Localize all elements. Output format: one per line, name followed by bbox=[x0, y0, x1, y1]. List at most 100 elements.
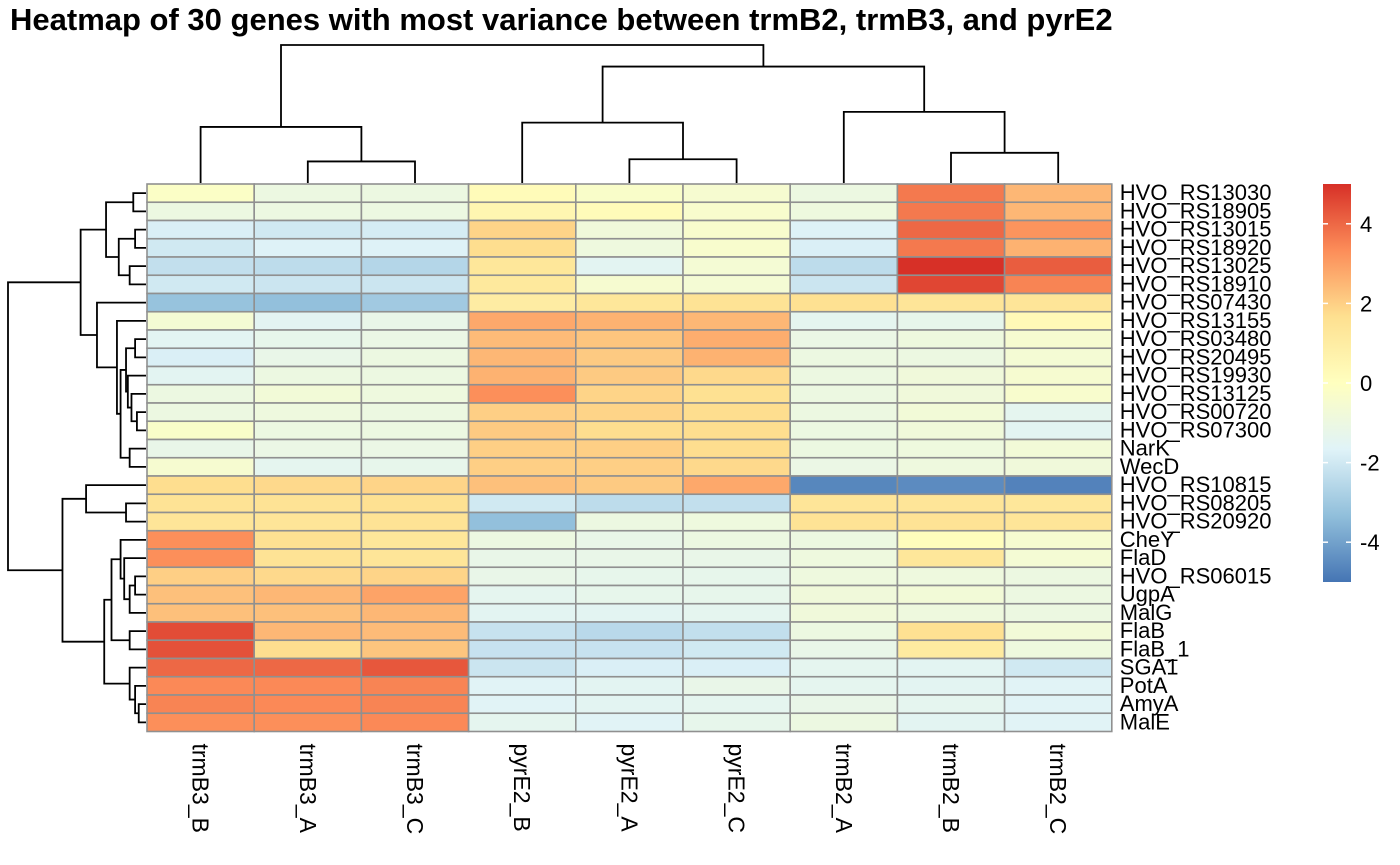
heatmap-cell bbox=[1003, 347, 1113, 368]
heatmap-cell bbox=[360, 602, 470, 623]
row-label: HVO_RS03480 bbox=[1120, 326, 1272, 351]
heatmap-cell bbox=[360, 493, 470, 514]
heatmap-cell bbox=[360, 548, 470, 569]
heatmap-cell bbox=[1003, 511, 1113, 532]
heatmap-cell bbox=[682, 256, 791, 277]
heatmap-cell bbox=[574, 493, 684, 514]
heatmap-cell bbox=[360, 219, 470, 240]
heatmap-cell bbox=[682, 310, 791, 331]
heatmap-cell bbox=[146, 694, 255, 715]
heatmap-cell bbox=[1003, 493, 1113, 514]
heatmap-cell bbox=[1003, 237, 1113, 258]
heatmap-cell bbox=[896, 602, 1006, 623]
heatmap-cell bbox=[467, 621, 577, 642]
heatmap-cell bbox=[682, 219, 791, 240]
heatmap-cell bbox=[253, 201, 363, 222]
heatmap-cell bbox=[574, 657, 684, 678]
heatmap-cell bbox=[574, 310, 684, 331]
row-label: MalE bbox=[1120, 709, 1170, 734]
heatmap-cell bbox=[253, 347, 363, 368]
heatmap-cell bbox=[253, 183, 363, 204]
heatmap-cell bbox=[682, 712, 791, 733]
heatmap-cell bbox=[146, 657, 255, 678]
row-label: UgpA bbox=[1120, 582, 1175, 607]
row-label: HVO_RS18920 bbox=[1120, 235, 1272, 260]
heatmap-cell bbox=[896, 694, 1006, 715]
dendrogram-branch bbox=[137, 703, 146, 724]
heatmap-cell bbox=[360, 420, 470, 441]
row-label: HVO_RS20920 bbox=[1120, 509, 1272, 534]
heatmap-cell bbox=[682, 456, 791, 477]
dendrogram-branch bbox=[123, 557, 146, 601]
heatmap-cell bbox=[574, 584, 684, 605]
dendrogram-branch bbox=[134, 228, 146, 249]
heatmap-cell bbox=[360, 566, 470, 587]
heatmap-cell bbox=[682, 237, 791, 258]
heatmap-cell bbox=[146, 256, 255, 277]
heatmap-cell bbox=[574, 365, 684, 386]
heatmap-cell bbox=[146, 237, 255, 258]
heatmap-cell bbox=[789, 183, 899, 204]
heatmap-cell bbox=[574, 602, 684, 623]
dendrogram-branch bbox=[130, 392, 146, 423]
heatmap-cell bbox=[146, 621, 255, 642]
heatmap-cell bbox=[253, 256, 363, 277]
heatmap-cell bbox=[1003, 639, 1113, 660]
row-label: PotA bbox=[1120, 673, 1168, 698]
heatmap-cell bbox=[360, 639, 470, 660]
heatmap-cell bbox=[1003, 365, 1113, 386]
heatmap-cell bbox=[682, 548, 791, 569]
heatmap-cell bbox=[360, 456, 470, 477]
heatmap-cell bbox=[146, 420, 255, 441]
heatmap-cell bbox=[253, 274, 363, 295]
row-label: HVO_RS13025 bbox=[1120, 253, 1272, 278]
heatmap-cell bbox=[467, 712, 577, 733]
heatmap-cell bbox=[789, 365, 899, 386]
heatmap-cell bbox=[896, 219, 1006, 240]
heatmap-cell bbox=[896, 475, 1006, 496]
dendrogram-branch bbox=[128, 447, 146, 468]
heatmap-cell bbox=[896, 675, 1006, 696]
heatmap-cell bbox=[1003, 621, 1113, 642]
heatmap-cell bbox=[467, 694, 577, 715]
heatmap-cell bbox=[253, 675, 363, 696]
dendrogram-branch bbox=[842, 110, 1006, 183]
column-label: pyrE2_B bbox=[509, 744, 535, 832]
heatmap-cell bbox=[789, 621, 899, 642]
row-label: WecD bbox=[1120, 454, 1180, 479]
heatmap-cell bbox=[574, 420, 684, 441]
heatmap-cell bbox=[1003, 219, 1113, 240]
heatmap-cell bbox=[146, 493, 255, 514]
heatmap-cell bbox=[682, 383, 791, 404]
row-label: HVO_RS13125 bbox=[1120, 381, 1272, 406]
heatmap-cell bbox=[789, 566, 899, 587]
heatmap-cell bbox=[360, 438, 470, 459]
heatmap-cell bbox=[1003, 256, 1113, 277]
heatmap-cell bbox=[682, 183, 791, 204]
heatmap-cell bbox=[1003, 548, 1113, 569]
heatmap-cell bbox=[574, 712, 684, 733]
heatmap-cell bbox=[360, 329, 470, 350]
heatmap-cell bbox=[360, 365, 470, 386]
heatmap-cell bbox=[146, 475, 255, 496]
heatmap-cell bbox=[574, 548, 684, 569]
heatmap-cell bbox=[789, 256, 899, 277]
heatmap-cell bbox=[253, 456, 363, 477]
heatmap-cell bbox=[574, 292, 684, 313]
dendrogram-branch bbox=[950, 151, 1060, 183]
heatmap-cell bbox=[253, 475, 363, 496]
dendrogram-branch bbox=[280, 44, 765, 127]
heatmap-cell bbox=[574, 201, 684, 222]
dendrogram-branch bbox=[117, 237, 136, 277]
heatmap-cell bbox=[682, 402, 791, 423]
heatmap-cell bbox=[146, 602, 255, 623]
heatmap-cell bbox=[789, 420, 899, 441]
heatmap-cell bbox=[253, 602, 363, 623]
heatmap-cell bbox=[574, 237, 684, 258]
row-label: HVO_RS18905 bbox=[1120, 198, 1272, 223]
heatmap-cell bbox=[789, 675, 899, 696]
heatmap-cell bbox=[146, 675, 255, 696]
dendrogram-branch bbox=[128, 666, 146, 701]
row-label: FlaB bbox=[1120, 618, 1165, 643]
heatmap-cell bbox=[574, 456, 684, 477]
